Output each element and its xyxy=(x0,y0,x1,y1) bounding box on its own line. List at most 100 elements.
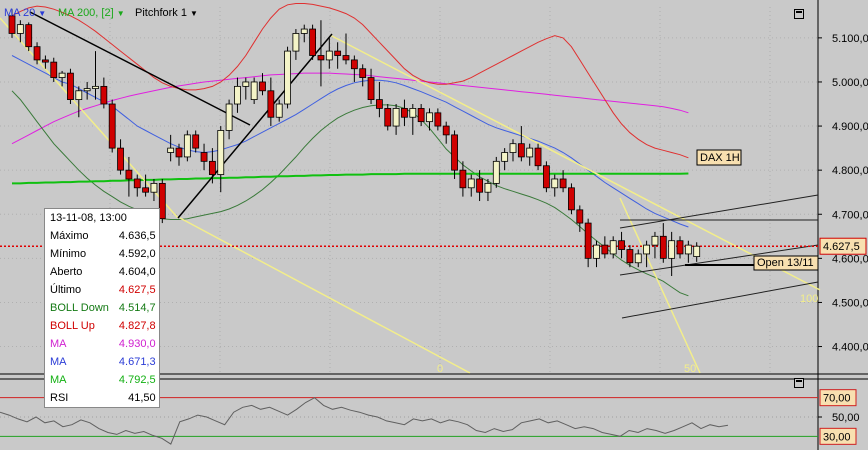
data-window-row: Máximo 4.636,5 xyxy=(45,227,161,245)
candle xyxy=(250,77,258,105)
candle-body xyxy=(259,81,266,92)
candle xyxy=(92,51,99,100)
indicator-lines xyxy=(11,3,689,297)
candle-body xyxy=(509,143,517,153)
candle-body xyxy=(501,152,509,162)
candle xyxy=(150,178,158,202)
data-window-value: 4.792,5 xyxy=(118,374,156,386)
data-window-row: MA 4.792,5 xyxy=(45,371,161,389)
candle xyxy=(626,245,634,268)
candle-body xyxy=(25,24,33,48)
ma200-line xyxy=(12,172,689,185)
data-window-value: 4.604,0 xyxy=(118,266,156,278)
axis-tick-label: 4.600,0 xyxy=(832,253,868,265)
candle-body xyxy=(275,103,283,118)
ma20-label: MA 20 xyxy=(4,7,36,19)
data-window-timestamp: 13-11-08, 13:00 xyxy=(50,212,127,224)
candle-body xyxy=(142,187,150,193)
candle-body xyxy=(50,61,58,78)
chevron-down-icon[interactable]: ▼ xyxy=(116,9,125,18)
candle xyxy=(108,99,116,153)
pitchfork-label: Pitchfork 1 xyxy=(135,7,187,19)
data-window-row: Aberto 4.604,0 xyxy=(45,263,161,281)
candle-body xyxy=(317,55,325,61)
candle-body xyxy=(158,182,166,220)
data-window-label: Último xyxy=(50,284,82,296)
candle xyxy=(684,240,692,263)
candle xyxy=(634,249,642,268)
candle xyxy=(492,156,500,188)
maximize-main-panel-icon[interactable] xyxy=(794,9,804,19)
candle xyxy=(208,148,216,184)
candle-body xyxy=(359,68,367,78)
candle-body xyxy=(684,244,692,255)
data-window-value: 4.827,8 xyxy=(118,320,156,332)
candle xyxy=(551,174,559,197)
candle-body xyxy=(492,160,500,184)
candle-body xyxy=(442,125,450,136)
ma20-legend[interactable]: MA 20 ▼ xyxy=(4,7,46,19)
candle xyxy=(125,156,133,197)
data-window-label: MA xyxy=(50,338,67,350)
candle-body xyxy=(634,253,642,264)
ma20-line xyxy=(11,55,689,228)
candle xyxy=(392,104,400,135)
candle-body xyxy=(693,245,701,257)
chevron-down-icon[interactable]: ▼ xyxy=(190,9,198,18)
candle-body xyxy=(484,182,492,193)
chevron-down-icon[interactable]: ▼ xyxy=(38,9,47,18)
instrument-tag: DAX 1H xyxy=(700,152,740,164)
candle xyxy=(375,81,383,118)
data-window-value: 4.627,5 xyxy=(118,284,156,296)
candle-body xyxy=(401,108,408,118)
maximize-rsi-panel-icon[interactable] xyxy=(794,378,804,388)
candle xyxy=(601,236,609,259)
candle-body xyxy=(618,240,625,250)
candle xyxy=(384,104,392,131)
candle xyxy=(175,143,183,166)
candle xyxy=(426,108,433,131)
candle-body xyxy=(92,85,99,89)
data-window-value: 4.592,0 xyxy=(118,248,156,260)
candle-body xyxy=(250,81,258,101)
candle xyxy=(100,77,108,109)
data-window-value: 4.671,3 xyxy=(118,356,156,368)
price-tags: 4.627,5 DAX 1H Open 13/11 0 50 100 xyxy=(437,149,867,375)
candle xyxy=(367,68,375,105)
candle xyxy=(618,231,625,259)
data-window-row: MA 4.671,3 xyxy=(45,353,161,371)
axis-tick-label: 4.700,0 xyxy=(832,209,868,221)
candle xyxy=(58,70,66,87)
candle-body xyxy=(451,134,458,171)
candle-body xyxy=(434,112,442,127)
candle-body xyxy=(626,249,634,264)
candle-body xyxy=(350,59,358,70)
rsi-tick-label: 70,00 xyxy=(823,393,851,405)
candle-body xyxy=(309,28,317,56)
candle-body xyxy=(526,147,534,158)
data-window-label: RSI xyxy=(50,392,69,404)
data-window-row: BOLL Up 4.827,8 xyxy=(45,317,161,335)
data-window-row: Mínimo 4.592,0 xyxy=(45,245,161,263)
channel-line-upper xyxy=(619,194,819,229)
candle-body xyxy=(284,50,291,105)
data-window-value: 4.514,7 xyxy=(118,302,156,314)
candle xyxy=(16,20,24,43)
candle-body xyxy=(676,240,684,255)
ma200-legend[interactable]: MA 200, [2] ▼ xyxy=(58,7,125,19)
candle-body xyxy=(58,72,66,78)
pitchfork-legend[interactable]: Pitchfork 1 ▼ xyxy=(135,7,198,19)
candle xyxy=(342,33,350,65)
candle xyxy=(651,231,659,259)
pitchfork-lower-tine xyxy=(179,217,471,374)
rsi-level-tag xyxy=(819,389,857,407)
candle xyxy=(509,139,517,162)
candle-body xyxy=(476,178,484,193)
data-window-row: RSI 41,50 xyxy=(45,389,161,407)
candle xyxy=(359,64,367,87)
candle xyxy=(158,178,166,224)
candle-body xyxy=(568,187,575,211)
candle xyxy=(75,86,83,118)
candle-body xyxy=(325,50,333,61)
data-window-table: Máximo 4.636,5 Mínimo 4.592,0 Aberto 4.604,0 Ú… xyxy=(45,227,161,407)
